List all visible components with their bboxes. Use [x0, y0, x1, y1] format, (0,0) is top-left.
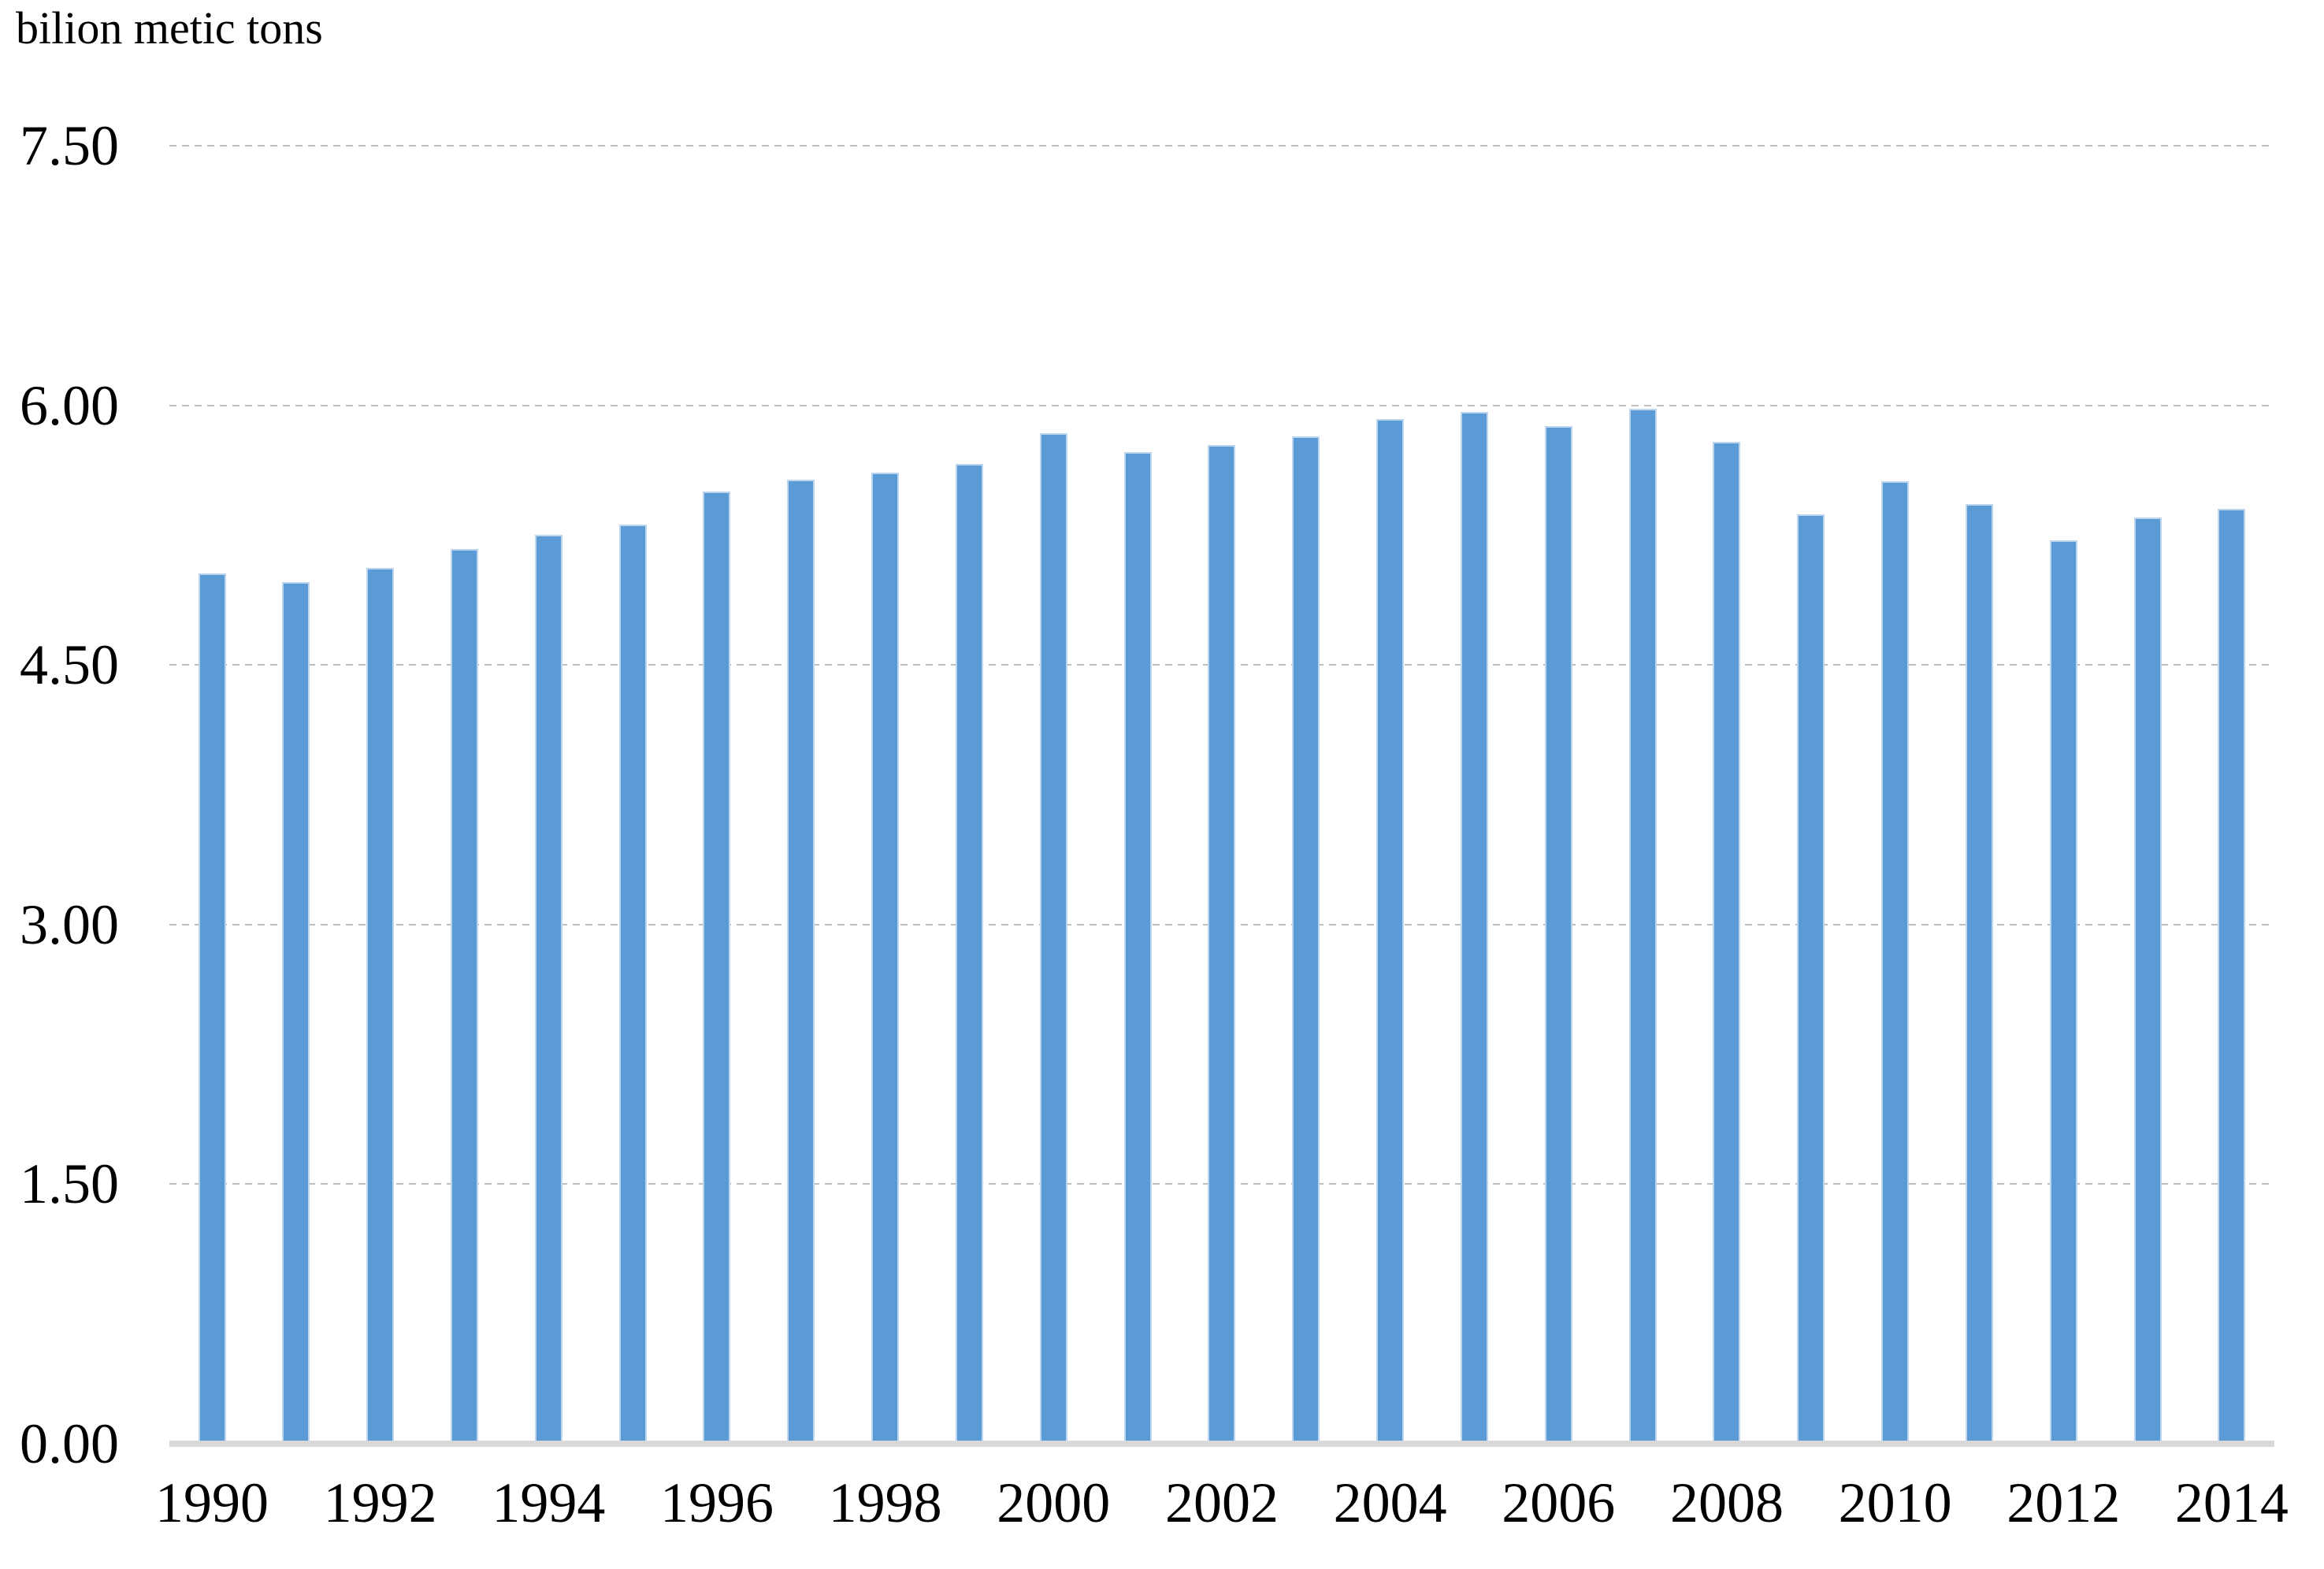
plot-area [169, 145, 2274, 1444]
bar-1993 [450, 548, 478, 1444]
gridline-7.50 [169, 145, 2274, 147]
gridline-6.00 [169, 404, 2274, 406]
x-tick-label-1998: 1998 [828, 1471, 942, 1534]
y-tick-label-7.50: 7.50 [20, 114, 119, 177]
x-tick-label-2010: 2010 [1838, 1471, 1952, 1534]
bar-1999 [955, 464, 983, 1444]
bar-1992 [366, 568, 395, 1444]
bar-2014 [2218, 509, 2246, 1444]
bar-1991 [282, 581, 310, 1444]
bar-2012 [2049, 540, 2077, 1444]
bar-2000 [1039, 432, 1067, 1444]
bar-2002 [1208, 445, 1236, 1444]
bar-1995 [618, 525, 647, 1444]
x-tick-label-2002: 2002 [1164, 1471, 1279, 1534]
y-axis-unit-label: bilion metic tons [16, 2, 323, 54]
y-tick-label-0.00: 0.00 [20, 1412, 119, 1475]
x-tick-label-1990: 1990 [155, 1471, 269, 1534]
bar-2010 [1881, 481, 1910, 1444]
y-tick-label-1.50: 1.50 [20, 1152, 119, 1216]
bar-1998 [871, 473, 900, 1444]
bar-2003 [1292, 436, 1320, 1444]
x-tick-label-2006: 2006 [1502, 1471, 1616, 1534]
bar-1994 [534, 535, 562, 1444]
bar-2007 [1628, 409, 1657, 1444]
x-tick-label-1992: 1992 [323, 1471, 437, 1534]
y-tick-label-6.00: 6.00 [20, 373, 119, 437]
bar-1997 [787, 480, 815, 1444]
x-axis-line [169, 1441, 2274, 1447]
x-tick-label-2004: 2004 [1333, 1471, 1447, 1534]
x-tick-label-1994: 1994 [492, 1471, 606, 1534]
x-tick-label-2008: 2008 [1669, 1471, 1784, 1534]
bar-1996 [703, 491, 731, 1444]
x-tick-label-2014: 2014 [2174, 1471, 2289, 1534]
y-tick-label-3.00: 3.00 [20, 892, 119, 956]
bar-2013 [2133, 517, 2162, 1444]
bar-2008 [1713, 441, 1741, 1444]
bar-2006 [1544, 425, 1572, 1444]
bar-2001 [1123, 451, 1152, 1444]
x-tick-label-2000: 2000 [997, 1471, 1111, 1534]
bar-2011 [1965, 503, 1993, 1444]
x-tick-label-1996: 1996 [659, 1471, 774, 1534]
bar-2004 [1376, 419, 1405, 1444]
bar-2005 [1460, 412, 1488, 1444]
bar-2009 [1797, 514, 1825, 1444]
x-tick-label-2012: 2012 [2007, 1471, 2121, 1534]
y-tick-label-4.50: 4.50 [20, 633, 119, 697]
bar-1990 [198, 573, 226, 1444]
